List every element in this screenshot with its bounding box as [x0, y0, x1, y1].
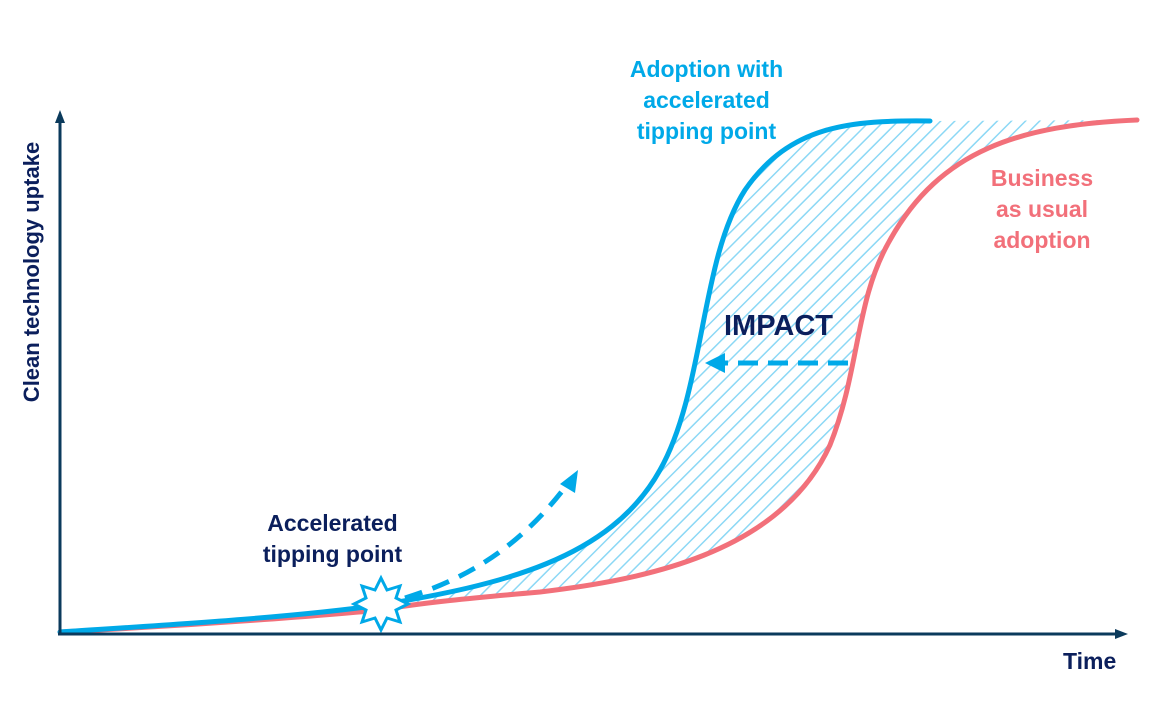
label-line: Adoption with: [629, 56, 784, 82]
accelerated-curve-label: Adoption with accelerated tipping point: [614, 54, 799, 147]
arrow-icon: [55, 110, 65, 123]
label-line: Business: [990, 165, 1094, 191]
label-line: as usual: [995, 196, 1089, 222]
y-axis-label: Clean technology uptake: [19, 141, 44, 403]
tipping-point-label: Accelerated tipping point: [240, 508, 425, 570]
arrow-icon: [705, 353, 725, 373]
label-line: adoption: [993, 227, 1091, 253]
arrow-icon: [1115, 629, 1128, 639]
starburst-icon: [350, 574, 412, 634]
impact-label: IMPACT: [724, 310, 834, 342]
business-as-usual-label: Business as usual adoption: [977, 163, 1107, 256]
business-as-usual-curve: [57, 117, 1140, 635]
label-line: tipping point: [262, 541, 403, 567]
arrow-icon: [560, 470, 578, 493]
impact-area: [380, 120, 1137, 610]
projection-dashed-line: [404, 488, 565, 601]
label-line: tipping point: [636, 118, 777, 144]
x-axis-label: Time: [1063, 648, 1117, 674]
accelerated-curve: [57, 118, 933, 635]
label-line: Accelerated: [267, 510, 398, 536]
label-line: accelerated: [643, 87, 770, 113]
